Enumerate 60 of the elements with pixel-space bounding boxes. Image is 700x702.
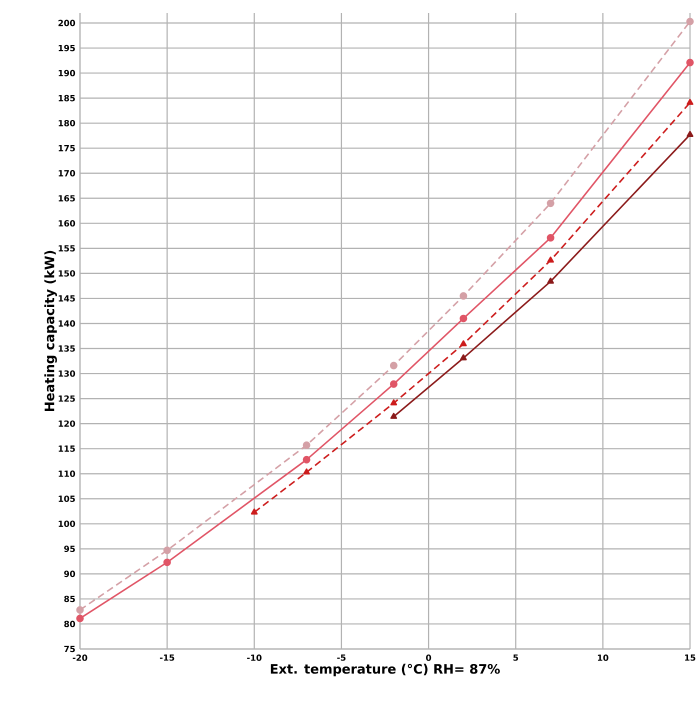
point bbox=[390, 412, 398, 419]
y-tick-label: 100 bbox=[58, 520, 76, 528]
point bbox=[390, 362, 398, 370]
point bbox=[302, 441, 310, 449]
x-tick-label: -20 bbox=[72, 654, 88, 661]
x-tick-label: 0 bbox=[426, 654, 432, 661]
y-tick-label: 85 bbox=[64, 596, 75, 602]
y-tick-label: 115 bbox=[58, 446, 75, 452]
y-tick-label: 120 bbox=[58, 420, 76, 427]
y-tick-label: 145 bbox=[58, 295, 75, 302]
x-tick-label: 5 bbox=[513, 654, 518, 661]
point bbox=[76, 614, 84, 622]
y-tick-label: 110 bbox=[58, 470, 76, 477]
point bbox=[686, 18, 694, 26]
y-tick-label: 105 bbox=[58, 496, 75, 502]
y-tick-label: 140 bbox=[58, 320, 76, 327]
point bbox=[302, 456, 310, 464]
x-tick-label: -10 bbox=[247, 654, 262, 661]
point bbox=[163, 546, 171, 554]
point bbox=[546, 200, 554, 208]
point bbox=[76, 606, 84, 614]
y-tick-label: 170 bbox=[58, 170, 76, 176]
point bbox=[390, 399, 398, 406]
y-tick-label: 165 bbox=[58, 195, 75, 202]
y-tick-label: 200 bbox=[58, 20, 76, 26]
point bbox=[460, 314, 468, 322]
point bbox=[163, 558, 171, 566]
y-tick-label: 90 bbox=[64, 570, 76, 578]
y-tick-label: 155 bbox=[58, 245, 75, 252]
point bbox=[250, 508, 258, 515]
point bbox=[303, 468, 310, 475]
y-tick-label: 160 bbox=[58, 220, 76, 227]
x-tick-label: 10 bbox=[598, 654, 608, 661]
y-tick-label: 125 bbox=[58, 395, 75, 402]
point bbox=[390, 380, 398, 388]
y-tick-label: 195 bbox=[58, 44, 75, 52]
y-tick-label: 130 bbox=[58, 370, 76, 377]
y-tick-label: 190 bbox=[58, 70, 76, 76]
y-tick-label: 95 bbox=[64, 546, 75, 552]
point bbox=[460, 354, 467, 360]
y-axis-title: Heating capacity (kW) bbox=[44, 250, 57, 412]
y-tick-label: 150 bbox=[58, 270, 76, 277]
x-tick-label: -15 bbox=[160, 654, 174, 661]
y-tick-label: 185 bbox=[58, 94, 75, 102]
point bbox=[460, 292, 468, 300]
x-tick-label: 15 bbox=[685, 654, 696, 661]
point bbox=[547, 256, 554, 263]
y-tick-label: 80 bbox=[64, 620, 76, 628]
point bbox=[546, 234, 554, 242]
point bbox=[547, 278, 554, 284]
y-tick-label: 75 bbox=[64, 646, 75, 652]
y-tick-label: 135 bbox=[58, 345, 75, 352]
point bbox=[686, 98, 694, 105]
y-tick-label: 175 bbox=[58, 145, 75, 152]
x-axis-title: Ext. temperature (°C) RH= 87% bbox=[270, 664, 500, 676]
point bbox=[460, 340, 467, 346]
point bbox=[686, 58, 694, 66]
point bbox=[686, 130, 694, 137]
y-tick-label: 180 bbox=[58, 120, 76, 126]
x-tick-label: -5 bbox=[337, 654, 346, 661]
